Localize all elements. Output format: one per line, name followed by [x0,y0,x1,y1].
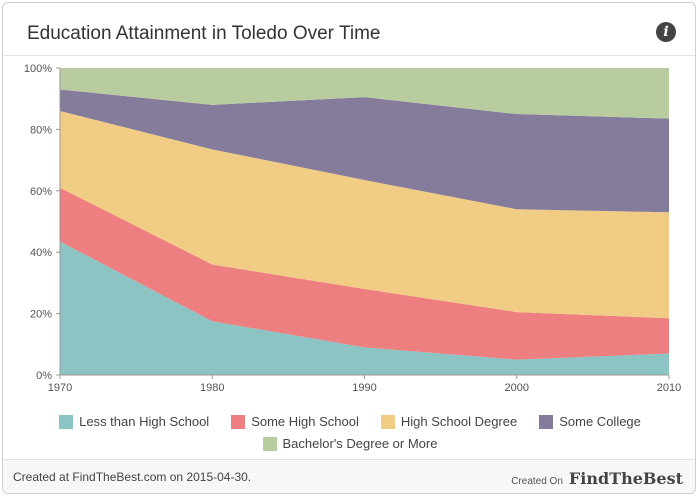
created-text: Created at FindTheBest.com on 2015-04-30… [13,470,252,484]
area-series-1[interactable] [60,187,669,360]
y-tick-label: 100% [24,63,52,75]
y-tick-label: 0% [36,370,52,382]
legend-label: High School Degree [400,414,518,429]
x-tick-label: 1970 [48,382,72,394]
legend-swatch [59,415,74,429]
chart-title: Education Attainment in Toledo Over Time [27,23,381,44]
legend-item[interactable]: Less than High School [59,411,209,433]
legend-label: Less than High School [79,414,210,429]
info-icon[interactable]: i [656,22,676,42]
y-tick-label: 40% [30,247,52,259]
legend-swatch [262,437,277,451]
legend-label: Bachelor's Degree or More [282,436,438,451]
area-series-3[interactable] [60,89,669,213]
legend-item[interactable]: Some High School [231,411,359,433]
y-tick-label: 20% [30,309,52,321]
legend-row: Less than High School Some High School Hig… [3,411,695,433]
legend-label: Some College [559,414,641,429]
area-series-4[interactable] [60,68,669,119]
brand-logo: FindTheBest [568,469,683,488]
brand-credit[interactable]: Created On FindTheBest [511,469,683,488]
area-series-0[interactable] [60,241,669,375]
legend-swatch [231,415,246,429]
legend-label: Some High School [251,414,359,429]
area-series-2[interactable] [60,110,669,319]
chart-card: Education Attainment in Toledo Over Time… [2,2,696,494]
legend-item[interactable]: Some College [539,411,641,433]
chart-legend: Less than High School Some High School Hig… [3,411,695,455]
x-tick-label: 2010 [657,382,681,394]
title-divider [3,55,695,56]
y-tick-label: 80% [30,124,52,136]
legend-swatch [380,415,395,429]
area-chart: 0% 20% 40% 60% 80% 100% 1970 1980 1990 2000 2010 [24,63,681,394]
x-tick-label: 2000 [505,382,529,394]
y-tick-label: 60% [30,186,52,198]
footer: Created at FindTheBest.com on 2015-04-30… [3,459,695,493]
legend-row: Bachelor's Degree or More [3,433,695,455]
x-tick-label: 1980 [200,382,224,394]
created-on-label: Created On [511,476,563,487]
legend-item[interactable]: Bachelor's Degree or More [262,433,438,455]
legend-swatch [539,415,554,429]
legend-item[interactable]: High School Degree [380,411,518,433]
x-tick-label: 1990 [352,382,376,394]
